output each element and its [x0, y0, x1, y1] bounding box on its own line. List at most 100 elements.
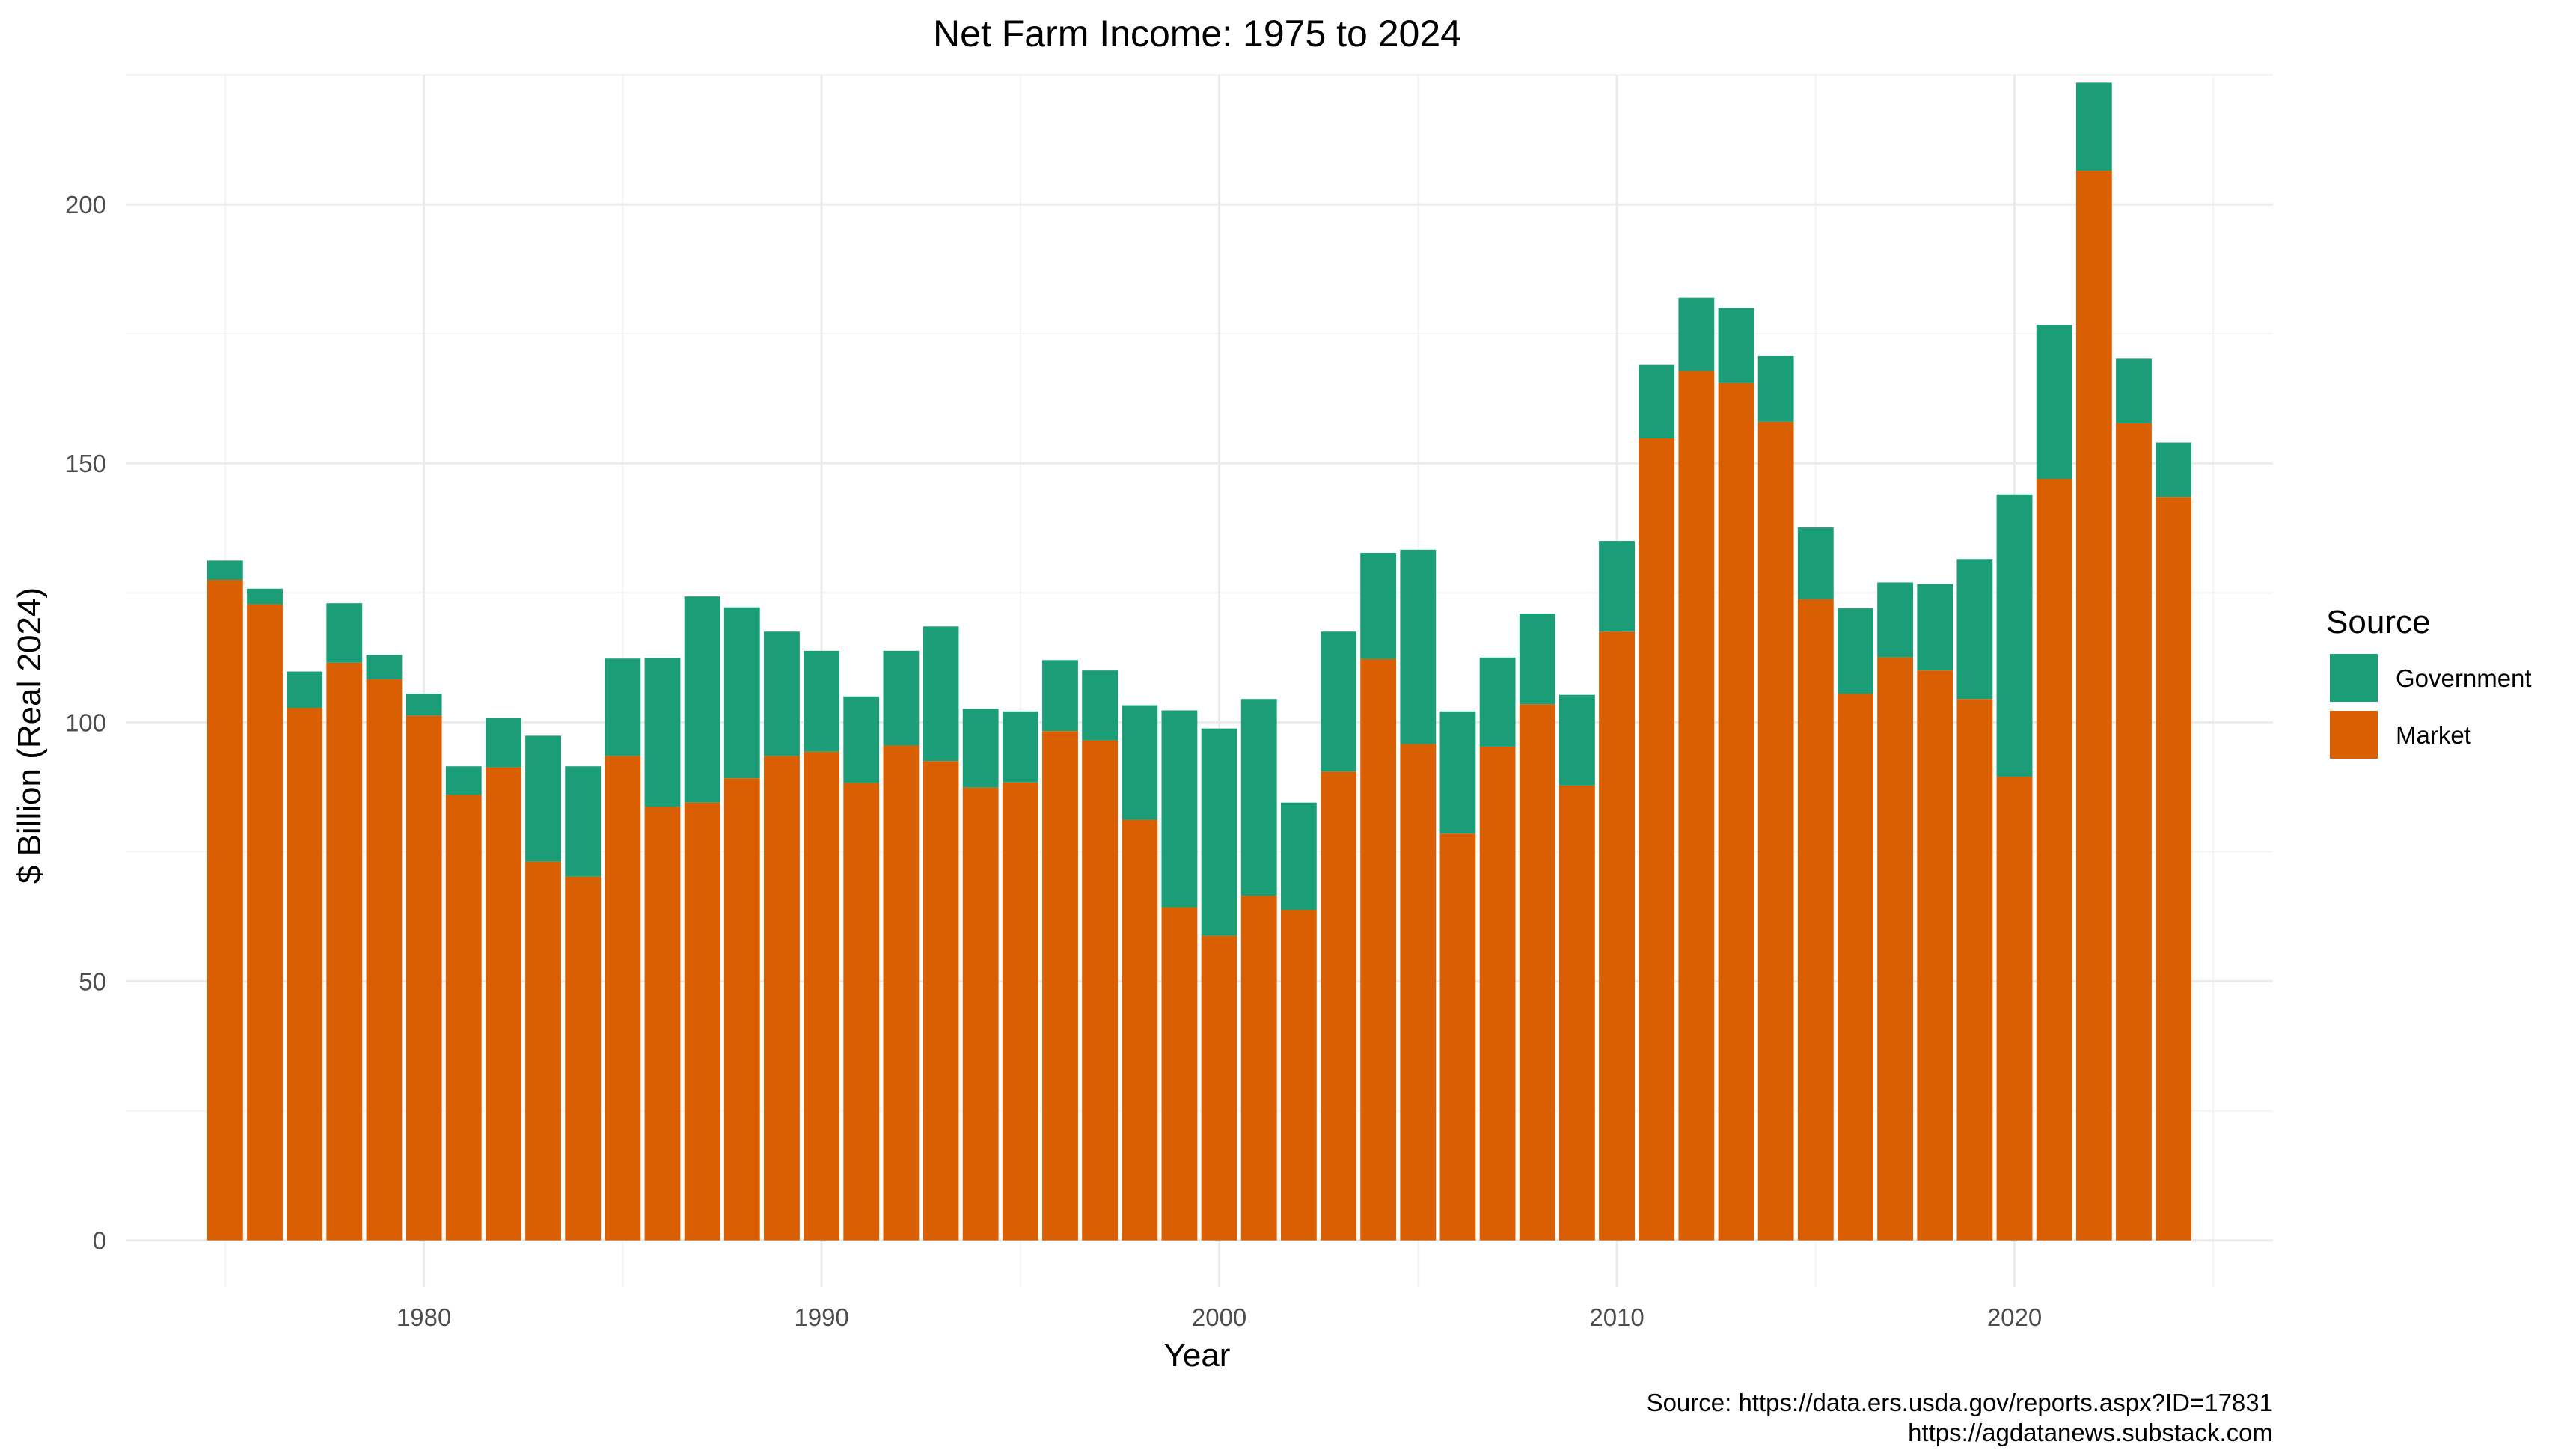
- bar-market-1992: [883, 745, 920, 1241]
- bar-market-2018: [1917, 670, 1953, 1241]
- bar-government-2015: [1797, 527, 1834, 599]
- bar-market-2000: [1201, 935, 1237, 1241]
- bar-government-2012: [1678, 297, 1715, 371]
- bar-government-1980: [406, 694, 442, 716]
- bar-government-1975: [206, 560, 243, 580]
- bar-market-1983: [525, 861, 561, 1241]
- bar-government-1994: [962, 709, 999, 788]
- bar-market-2007: [1479, 746, 1516, 1241]
- bar-government-1986: [644, 658, 681, 807]
- y-axis-title: $ Billion (Real 2024): [11, 587, 48, 884]
- bar-market-1976: [247, 604, 283, 1241]
- bar-government-2018: [1917, 584, 1953, 671]
- legend-label-government: Government: [2396, 664, 2532, 692]
- bar-market-2017: [1877, 657, 1914, 1241]
- bar-market-1989: [764, 756, 800, 1241]
- bars: [206, 82, 2192, 1241]
- x-axis-ticks: 1980 1990 2000 2010 2020: [397, 1303, 2042, 1331]
- bar-government-1987: [684, 596, 720, 803]
- legend-label-market: Market: [2396, 721, 2471, 749]
- bar-market-1993: [923, 761, 959, 1241]
- bar-market-2016: [1838, 694, 1873, 1241]
- bar-market-1975: [206, 580, 243, 1241]
- bar-market-1978: [326, 662, 363, 1241]
- bar-government-2009: [1558, 694, 1595, 786]
- bar-government-1978: [326, 603, 363, 663]
- bar-market-1991: [843, 783, 880, 1241]
- legend: Source Government Market: [2326, 604, 2532, 759]
- bar-government-2006: [1439, 711, 1476, 834]
- chart-title: Net Farm Income: 1975 to 2024: [933, 13, 1461, 55]
- bar-government-1996: [1042, 660, 1078, 732]
- y-tick-label: 50: [79, 968, 106, 996]
- bar-government-2019: [1956, 559, 1993, 700]
- bar-government-1997: [1082, 670, 1119, 741]
- bar-government-1984: [565, 766, 602, 877]
- bar-government-2022: [2075, 82, 2112, 171]
- bar-market-2002: [1280, 910, 1317, 1241]
- bar-market-1987: [684, 802, 720, 1241]
- bar-market-1981: [445, 795, 482, 1241]
- bar-market-1984: [565, 876, 602, 1241]
- bar-government-1991: [843, 696, 880, 783]
- bar-market-1980: [406, 715, 442, 1241]
- bar-government-1977: [287, 671, 323, 708]
- legend-swatch-market: [2330, 711, 2378, 759]
- bar-government-2011: [1639, 364, 1675, 438]
- bar-market-2024: [2156, 497, 2192, 1241]
- bar-government-1979: [366, 655, 403, 679]
- bar-market-2023: [2116, 423, 2152, 1241]
- bar-government-2020: [1996, 494, 2033, 777]
- bar-market-2012: [1678, 371, 1715, 1241]
- bar-government-1981: [445, 766, 482, 795]
- bar-government-1990: [804, 650, 840, 752]
- bar-government-1989: [764, 631, 800, 756]
- bar-government-1982: [485, 718, 521, 768]
- x-tick-label: 2000: [1192, 1303, 1246, 1331]
- bar-government-1999: [1161, 710, 1198, 908]
- x-tick-label: 2020: [1987, 1303, 2042, 1331]
- bar-government-2005: [1400, 549, 1437, 744]
- y-tick-label: 150: [65, 450, 106, 477]
- caption-url: https://agdatanews.substack.com: [1908, 1419, 2273, 1446]
- bar-government-2003: [1321, 631, 1356, 772]
- bar-government-2000: [1201, 728, 1237, 936]
- bar-market-1996: [1042, 731, 1078, 1241]
- caption-source: Source: https://data.ers.usda.gov/report…: [1647, 1389, 2273, 1416]
- bar-market-1994: [962, 787, 999, 1241]
- bar-government-2013: [1718, 308, 1754, 383]
- bar-market-1977: [287, 708, 323, 1241]
- bar-government-1992: [883, 650, 920, 746]
- bar-government-2017: [1877, 582, 1914, 658]
- y-tick-label: 200: [65, 191, 106, 218]
- bar-government-1976: [247, 588, 283, 605]
- bar-market-1988: [723, 778, 760, 1241]
- bar-market-2003: [1321, 771, 1356, 1241]
- bar-government-2023: [2116, 358, 2152, 423]
- x-axis-title: Year: [1164, 1337, 1231, 1374]
- bar-government-1993: [923, 626, 959, 762]
- bar-market-2014: [1757, 421, 1794, 1241]
- legend-swatch-government: [2330, 654, 2378, 702]
- bar-market-1982: [485, 767, 521, 1241]
- bar-government-1988: [723, 607, 760, 779]
- legend-title: Source: [2326, 604, 2430, 640]
- bar-market-2001: [1240, 896, 1277, 1241]
- bar-market-1999: [1161, 907, 1198, 1241]
- bar-market-2022: [2075, 171, 2112, 1241]
- bar-market-2004: [1360, 658, 1397, 1241]
- bar-government-2024: [2156, 442, 2192, 498]
- bar-government-2016: [1838, 608, 1873, 694]
- bar-government-2002: [1280, 802, 1317, 910]
- bar-government-1985: [605, 658, 641, 756]
- bar-government-1983: [525, 735, 561, 862]
- bar-market-2010: [1599, 631, 1635, 1241]
- bar-market-2020: [1996, 777, 2033, 1241]
- bar-government-2004: [1360, 553, 1397, 659]
- bar-market-2006: [1439, 833, 1476, 1241]
- bar-market-1985: [605, 756, 641, 1241]
- bar-market-2015: [1797, 599, 1834, 1241]
- x-tick-label: 1990: [794, 1303, 848, 1331]
- bar-government-2010: [1599, 541, 1635, 632]
